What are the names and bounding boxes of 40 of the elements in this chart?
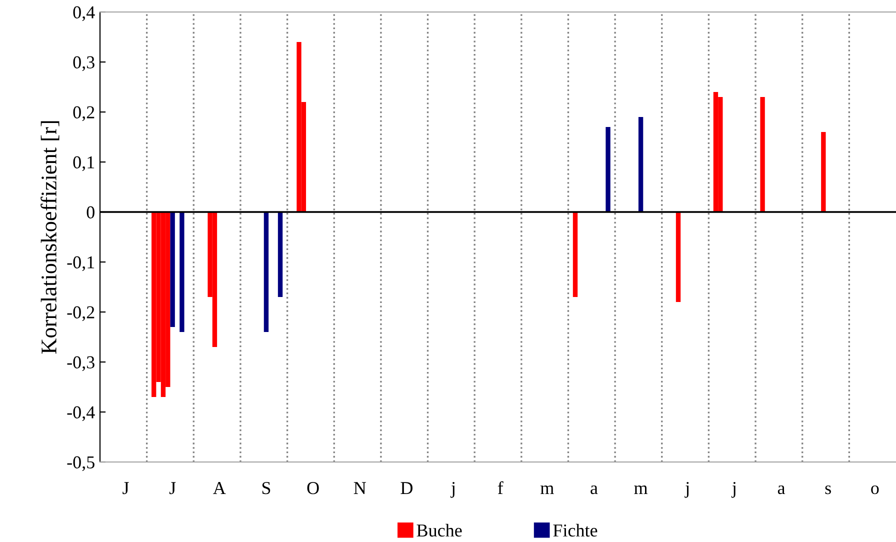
y-tick-label: -0,3: [67, 356, 94, 372]
bar: [821, 132, 826, 212]
bar: [170, 212, 175, 327]
x-tick-label: m: [634, 485, 648, 494]
x-tick-label: J: [169, 482, 176, 494]
y-tick-label: -0,1: [67, 256, 94, 272]
bar: [638, 117, 644, 212]
x-tick-label: a: [778, 486, 786, 494]
y-tick-label: -0,2: [67, 306, 94, 322]
bar: [264, 212, 269, 332]
x-tick-label: j: [731, 482, 736, 498]
x-tick-label: j: [450, 482, 454, 498]
y-axis-title: Korrelationskoeffizient [r]: [40, 121, 60, 354]
y-tick-label: 0,1: [73, 156, 94, 172]
y-tick-label: 0,3: [73, 56, 94, 72]
y-tick-label: 0,2: [73, 106, 94, 122]
x-tick-label: j: [684, 482, 689, 498]
y-tick-label: 0,4: [73, 6, 95, 22]
legend-label: Fichte: [553, 524, 598, 537]
y-tick-label: -0,5: [67, 456, 94, 472]
x-tick-label: m: [540, 485, 554, 494]
x-tick-label: s: [825, 485, 831, 494]
y-tick-label: 0: [86, 206, 94, 218]
legend-label: Buche: [416, 524, 462, 537]
bar: [760, 97, 765, 212]
bar: [278, 212, 283, 297]
bar: [572, 212, 578, 297]
bar: [180, 212, 184, 332]
x-tick-label: D: [400, 482, 412, 494]
bar: [606, 127, 610, 212]
x-tick-label: o: [871, 485, 879, 494]
bar: [676, 212, 681, 302]
y-tick-label: -0,4: [67, 406, 95, 422]
x-tick-label: A: [213, 482, 226, 494]
x-tick-label: J: [122, 482, 129, 494]
x-tick-label: S: [262, 482, 270, 494]
x-tick-label: a: [590, 486, 598, 494]
x-tick-label: N: [354, 482, 366, 494]
x-tick-label: f: [498, 481, 504, 494]
x-tick-label: O: [307, 482, 319, 494]
